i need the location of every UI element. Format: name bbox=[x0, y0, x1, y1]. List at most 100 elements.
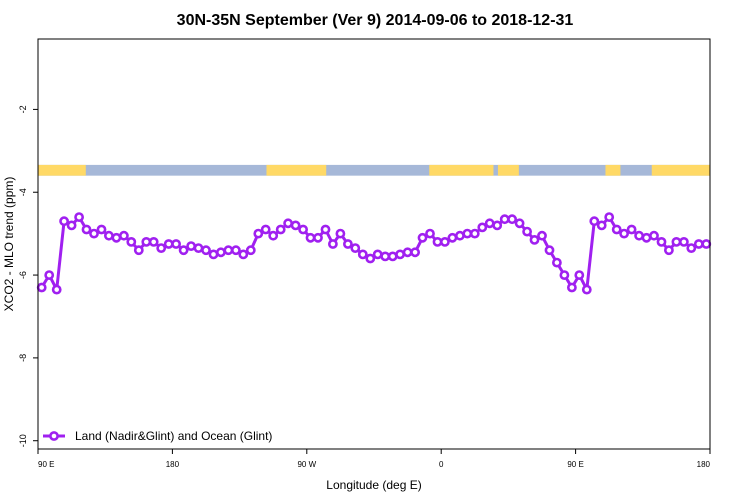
data-point bbox=[126, 236, 137, 247]
data-point bbox=[387, 251, 398, 262]
data-point bbox=[44, 270, 55, 280]
y-tick-label: -4 bbox=[18, 188, 28, 196]
data-point bbox=[671, 236, 682, 247]
data-point bbox=[492, 220, 503, 231]
x-tick-label: 90 E bbox=[567, 460, 583, 469]
x-tick-label: 90 W bbox=[297, 460, 316, 469]
data-point bbox=[357, 249, 368, 260]
x-axis-label: Longitude (deg E) bbox=[326, 478, 421, 492]
data-point bbox=[581, 284, 592, 295]
data-point bbox=[395, 249, 405, 260]
land-segment bbox=[266, 164, 327, 176]
data-point bbox=[223, 245, 234, 256]
data-point bbox=[171, 239, 181, 249]
data-point bbox=[537, 230, 547, 241]
data-point bbox=[679, 236, 689, 247]
land-segment bbox=[651, 164, 710, 176]
data-point bbox=[641, 232, 652, 243]
data-point bbox=[693, 239, 704, 249]
land-segment bbox=[497, 164, 519, 176]
data-point bbox=[626, 224, 637, 235]
data-point bbox=[119, 230, 129, 241]
legend-marker bbox=[49, 431, 59, 441]
data-point bbox=[260, 224, 271, 235]
y-axis: -2 -4 -6 -8 -10 bbox=[18, 105, 38, 447]
plot-frame bbox=[37, 38, 711, 450]
data-point bbox=[372, 249, 383, 260]
data-point bbox=[238, 249, 249, 260]
data-point bbox=[342, 239, 353, 249]
land-segment bbox=[605, 164, 621, 176]
y-tick-label: -8 bbox=[18, 354, 28, 362]
data-point bbox=[290, 220, 301, 231]
data-point bbox=[74, 212, 84, 222]
data-point bbox=[664, 245, 674, 256]
data-point bbox=[552, 257, 562, 268]
data-point bbox=[81, 224, 92, 235]
data-point bbox=[567, 282, 577, 293]
data-point bbox=[59, 216, 69, 227]
data-point bbox=[178, 245, 189, 256]
data-point bbox=[507, 214, 517, 225]
data-point bbox=[686, 243, 697, 253]
data-point bbox=[313, 232, 323, 243]
land-ocean-band bbox=[38, 164, 710, 176]
data-point bbox=[619, 228, 629, 239]
data-point bbox=[529, 234, 540, 245]
data-point bbox=[604, 212, 615, 222]
data-point bbox=[305, 232, 316, 243]
x-tick-label: 90 E bbox=[38, 460, 54, 469]
data-point bbox=[193, 243, 204, 253]
data-point bbox=[544, 245, 555, 256]
y-tick-label: -2 bbox=[18, 105, 28, 113]
data-point bbox=[327, 239, 338, 249]
data-point bbox=[589, 216, 600, 227]
data-point bbox=[417, 232, 428, 243]
y-axis-label: XCO2 - MLO trend (ppm) bbox=[2, 177, 16, 312]
data-point bbox=[51, 284, 62, 295]
data-point bbox=[656, 236, 667, 247]
x-tick-label: 180 bbox=[166, 460, 180, 469]
data-point bbox=[253, 228, 264, 239]
data-point bbox=[462, 228, 473, 239]
data-point bbox=[245, 245, 256, 256]
data-point bbox=[574, 270, 585, 280]
data-point bbox=[447, 232, 458, 243]
data-point bbox=[469, 228, 480, 239]
data-point bbox=[611, 224, 622, 235]
data-point bbox=[514, 218, 525, 229]
data-point bbox=[96, 224, 107, 235]
data-point bbox=[298, 224, 308, 235]
data-point bbox=[649, 230, 659, 241]
data-point bbox=[320, 224, 331, 235]
data-point bbox=[477, 222, 488, 233]
x-tick-label: 180 bbox=[697, 460, 711, 469]
legend-label: Land (Nadir&Glint) and Ocean (Glint) bbox=[75, 429, 272, 443]
y-tick-label: -6 bbox=[18, 271, 28, 279]
data-point bbox=[596, 220, 607, 231]
data-point bbox=[350, 243, 361, 253]
legend: Land (Nadir&Glint) and Ocean (Glint) bbox=[43, 429, 272, 443]
data-point bbox=[335, 228, 346, 239]
data-point bbox=[111, 232, 122, 243]
data-point bbox=[410, 247, 420, 258]
data-point bbox=[133, 245, 144, 256]
x-axis: 90 E 180 90 W 0 90 E 180 bbox=[37, 449, 711, 469]
data-point bbox=[439, 236, 450, 247]
data-point bbox=[559, 270, 570, 280]
data-point bbox=[201, 245, 211, 256]
data-point bbox=[275, 224, 286, 235]
data-point bbox=[230, 245, 241, 256]
data-point bbox=[402, 247, 413, 258]
land-segment bbox=[38, 164, 86, 176]
data-point bbox=[104, 230, 114, 241]
data-point bbox=[186, 241, 196, 251]
data-point bbox=[268, 230, 279, 241]
ocean-band bbox=[38, 164, 710, 176]
data-point bbox=[156, 243, 167, 253]
data-point bbox=[425, 228, 435, 239]
data-point bbox=[89, 228, 99, 239]
land-segment bbox=[429, 164, 494, 176]
data-point bbox=[283, 218, 293, 229]
